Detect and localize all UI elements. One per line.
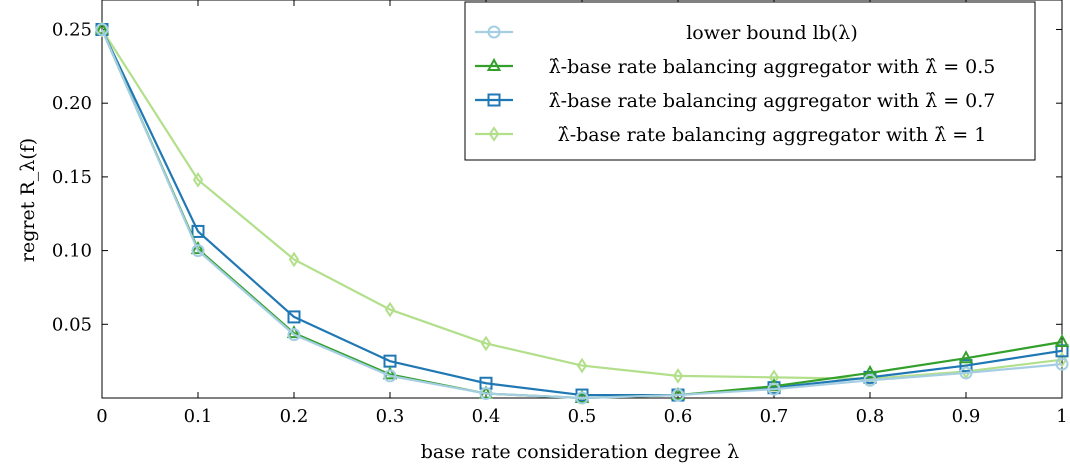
series-line — [100, 29, 1063, 400]
data-point — [384, 301, 396, 318]
data-point — [767, 382, 781, 396]
data-point — [383, 369, 397, 383]
x-tick-label: 0.7 — [760, 406, 789, 427]
legend-entry: λ̂-base rate balancing aggregator with λ… — [475, 124, 986, 146]
series-diamond — [96, 21, 1068, 387]
series-line — [101, 29, 1063, 397]
x-tick-label: 0.1 — [184, 406, 213, 427]
data-point — [190, 241, 206, 255]
data-point — [1055, 357, 1069, 371]
legend-entry: λ̂-base rate balancing aggregator with λ… — [475, 90, 995, 112]
y-tick-label: 0.10 — [52, 241, 92, 262]
data-point — [959, 366, 973, 380]
data-point — [480, 335, 492, 352]
data-point — [191, 244, 205, 258]
data-point — [575, 391, 589, 405]
data-point — [1056, 351, 1068, 368]
series-circle — [95, 22, 1069, 405]
x-tick-label: 0.5 — [568, 406, 597, 427]
data-point — [576, 357, 588, 374]
data-point — [672, 368, 684, 384]
x-axis-title: base rate consideration degree λ — [421, 441, 739, 463]
y-tick-label: 0.15 — [52, 167, 92, 188]
x-tick-label: 0.4 — [472, 406, 501, 427]
legend: lower bound lb(λ) λ̂-base rate balancing … — [464, 1, 1036, 161]
axes: 0 0.1 0.2 0.3 0.4 0.5 0.6 0.7 0.8 0.9 1 0.05 0.10 0.1… — [52, 0, 1068, 427]
legend-swatch-marker — [487, 25, 501, 39]
x-tick-label: 0.3 — [376, 406, 405, 427]
x-tick-label: 1 — [1056, 406, 1067, 427]
y-axis-title: regret R_λ(f) — [17, 138, 39, 262]
legend-label: lower bound lb(λ) — [686, 22, 858, 44]
legend-label: λ̂-base rate balancing aggregator with λ… — [558, 124, 987, 146]
data-point — [479, 387, 493, 401]
legend-label: λ̂-base rate balancing aggregator with λ… — [549, 56, 996, 78]
x-tick-label: 0.2 — [280, 406, 309, 427]
data-point — [862, 364, 878, 378]
data-point — [959, 359, 973, 373]
data-point — [382, 366, 398, 380]
legend-label: λ̂-base rate balancing aggregator with λ… — [549, 90, 996, 112]
legend-box — [464, 1, 1036, 161]
x-tick-label: 0 — [96, 406, 107, 427]
data-point — [192, 172, 204, 188]
x-tick-label: 0.6 — [664, 406, 693, 427]
data-point — [1054, 333, 1070, 347]
series-line — [101, 28, 1063, 380]
data-point — [191, 224, 205, 238]
legend-swatch-marker — [488, 126, 500, 142]
legend-entry: λ̂-base rate balancing aggregator with λ… — [475, 56, 995, 78]
data-point — [288, 251, 300, 268]
data-point — [863, 373, 877, 387]
legend-swatch-marker — [487, 93, 501, 107]
data-point — [958, 350, 974, 364]
legend-swatch-marker — [486, 57, 502, 71]
series-group — [94, 21, 1070, 405]
data-point — [287, 328, 301, 342]
y-tick-label: 0.05 — [52, 314, 92, 335]
legend-entry: lower bound lb(λ) — [475, 22, 858, 44]
y-tick-label: 0.20 — [52, 93, 92, 114]
y-tick-label: 0.25 — [52, 19, 92, 40]
data-point — [287, 310, 301, 324]
data-point — [94, 21, 110, 35]
data-point — [671, 388, 685, 402]
x-tick-label: 0.9 — [952, 406, 981, 427]
x-tick-label: 0.8 — [856, 406, 885, 427]
data-point — [95, 22, 109, 36]
